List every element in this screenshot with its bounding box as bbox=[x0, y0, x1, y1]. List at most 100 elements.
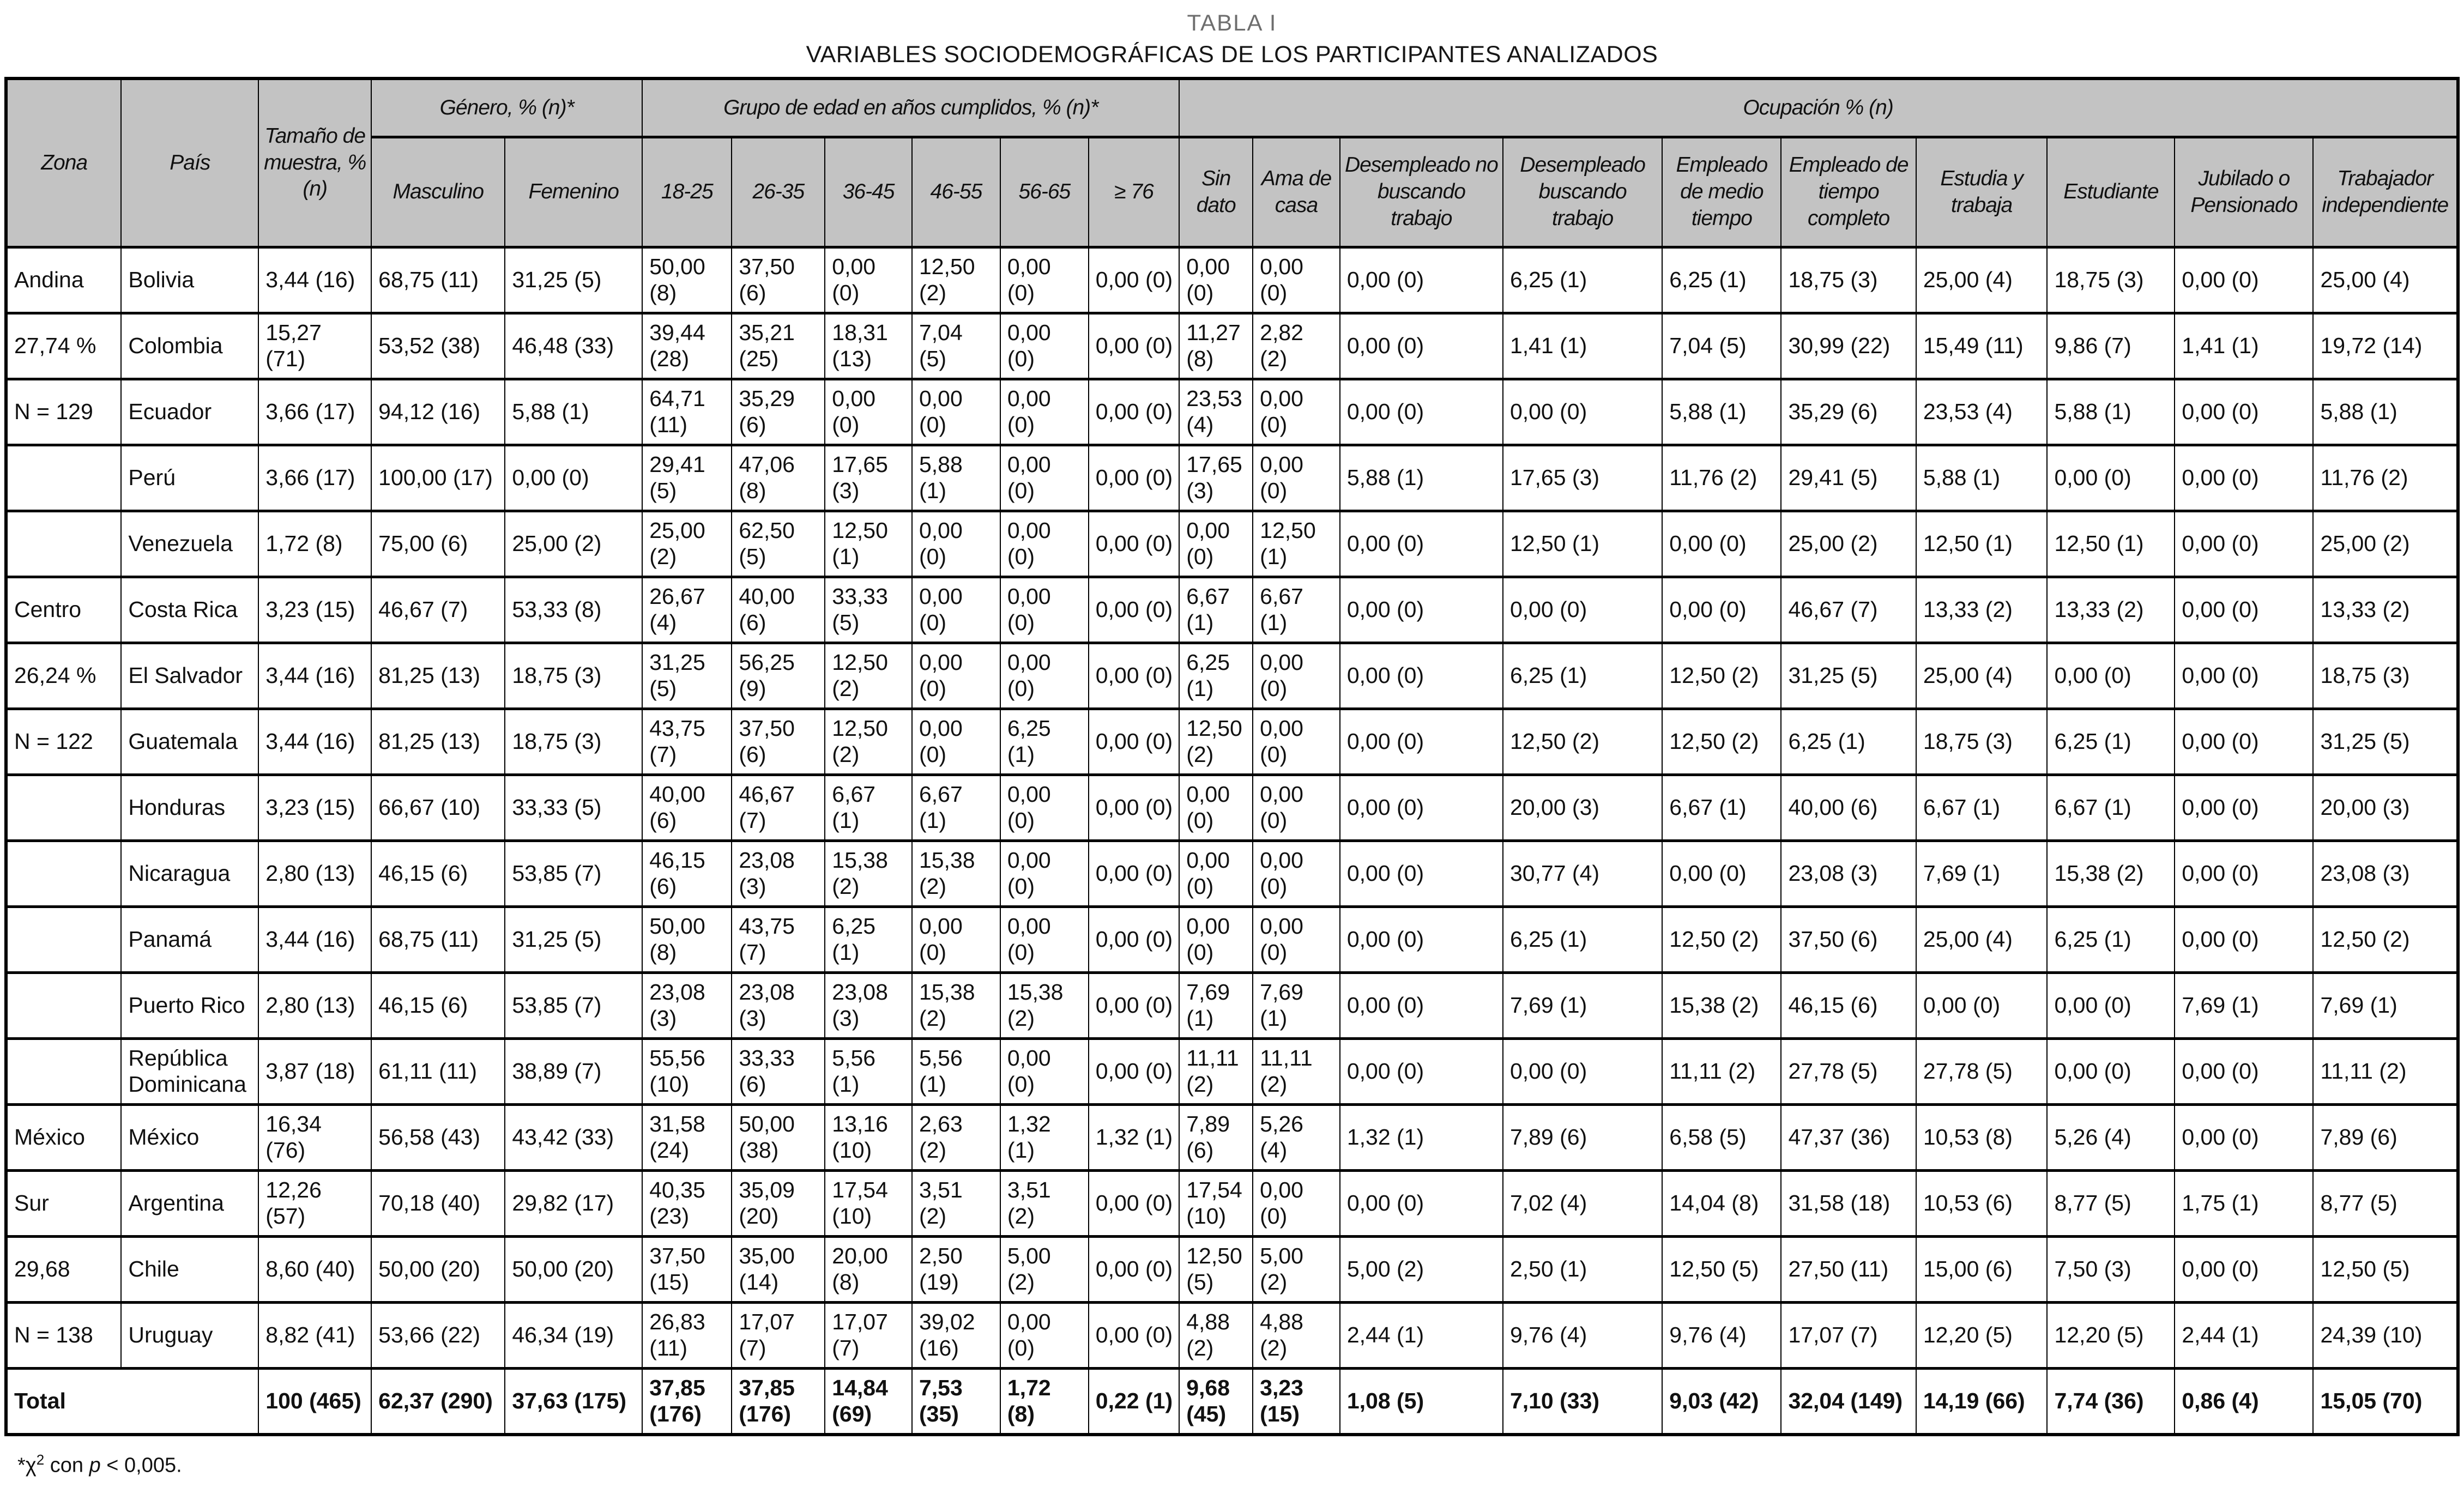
data-cell: 4,88 (2) bbox=[1179, 1301, 1254, 1370]
data-cell: 0,00 (0) bbox=[1502, 1037, 1663, 1106]
data-cell: 10,53 (6) bbox=[1915, 1169, 2048, 1238]
data-cell: 5,00 (2) bbox=[1252, 1235, 1340, 1304]
data-cell: 0,00 (0) bbox=[1339, 510, 1503, 578]
pais-cell: República Dominicana bbox=[120, 1037, 259, 1106]
data-cell: 25,00 (2) bbox=[504, 510, 643, 578]
data-cell: 18,75 (3) bbox=[504, 707, 643, 776]
data-cell: 17,07 (7) bbox=[1780, 1301, 1917, 1370]
data-cell: 20,00 (3) bbox=[1502, 773, 1663, 842]
data-cell: 0,00 (0) bbox=[999, 378, 1089, 446]
data-cell: 62,37 (290) bbox=[371, 1367, 506, 1436]
data-cell: 31,25 (5) bbox=[504, 905, 643, 974]
data-cell: 19,72 (14) bbox=[2312, 312, 2459, 380]
data-cell: 0,00 (0) bbox=[1339, 246, 1503, 314]
column-header: 18-25 bbox=[642, 136, 733, 249]
data-cell: 0,00 (0) bbox=[504, 444, 643, 512]
data-cell: 68,75 (11) bbox=[371, 905, 506, 974]
data-cell: 3,23 (15) bbox=[1252, 1367, 1340, 1436]
data-cell: 3,87 (18) bbox=[258, 1037, 372, 1106]
table-row: Nicaragua 2,80 (13) 46,15 (6) 53,85 (7) 46,1… bbox=[5, 839, 2459, 908]
data-cell: 0,00 (0) bbox=[999, 839, 1089, 908]
data-cell: 26,83 (11) bbox=[642, 1301, 733, 1370]
data-cell: 47,37 (36) bbox=[1780, 1103, 1917, 1172]
data-cell: 9,76 (4) bbox=[1502, 1301, 1663, 1370]
column-header: Jubilado o Pensionado bbox=[2174, 136, 2314, 249]
data-cell: 7,04 (5) bbox=[911, 312, 1001, 380]
data-cell: 0,86 (4) bbox=[2174, 1367, 2314, 1436]
column-group-genero: Género, % (n)* bbox=[371, 77, 643, 138]
data-cell: 13,33 (2) bbox=[2046, 576, 2176, 644]
data-cell: 2,44 (1) bbox=[1339, 1301, 1503, 1370]
data-cell: 7,74 (36) bbox=[2046, 1367, 2176, 1436]
data-cell: 40,00 (6) bbox=[1780, 773, 1917, 842]
zona-cell: N = 129 bbox=[5, 378, 122, 446]
data-cell: 0,00 (0) bbox=[1339, 576, 1503, 644]
data-cell: 7,02 (4) bbox=[1502, 1169, 1663, 1238]
data-cell: 81,25 (13) bbox=[371, 642, 506, 710]
data-cell: 23,08 (3) bbox=[824, 971, 913, 1040]
data-cell: 7,69 (1) bbox=[2174, 971, 2314, 1040]
data-cell: 5,00 (2) bbox=[999, 1235, 1089, 1304]
data-cell: 0,00 (0) bbox=[1339, 312, 1503, 380]
data-cell: 16,34 (76) bbox=[258, 1103, 372, 1172]
data-cell: 15,49 (11) bbox=[1915, 312, 2048, 380]
data-cell: 12,26 (57) bbox=[258, 1169, 372, 1238]
column-header: 36-45 bbox=[824, 136, 913, 249]
data-cell: 46,15 (6) bbox=[371, 971, 506, 1040]
data-cell: 0,00 (0) bbox=[1252, 378, 1340, 446]
data-cell: 12,50 (2) bbox=[2312, 905, 2459, 974]
data-cell: 33,33 (5) bbox=[504, 773, 643, 842]
data-cell: 17,65 (3) bbox=[1502, 444, 1663, 512]
data-cell: 0,00 (0) bbox=[999, 246, 1089, 314]
data-cell: 0,00 (0) bbox=[2174, 773, 2314, 842]
zona-cell: Andina bbox=[5, 246, 122, 314]
data-cell: 5,00 (2) bbox=[1339, 1235, 1503, 1304]
data-cell: 0,00 (0) bbox=[1339, 1037, 1503, 1106]
data-cell: 15,38 (2) bbox=[911, 971, 1001, 1040]
data-cell: 17,65 (3) bbox=[824, 444, 913, 512]
pais-cell: Venezuela bbox=[120, 510, 259, 578]
data-cell: 50,00 (38) bbox=[731, 1103, 826, 1172]
pais-cell: México bbox=[120, 1103, 259, 1172]
data-cell: 64,71 (11) bbox=[642, 378, 733, 446]
pais-cell: Perú bbox=[120, 444, 259, 512]
data-cell: 18,75 (3) bbox=[1780, 246, 1917, 314]
data-cell: 2,80 (13) bbox=[258, 839, 372, 908]
data-cell: 15,27 (71) bbox=[258, 312, 372, 380]
data-cell: 0,00 (0) bbox=[1179, 510, 1254, 578]
pais-cell: Panamá bbox=[120, 905, 259, 974]
data-cell: 53,85 (7) bbox=[504, 839, 643, 908]
data-cell: 50,00 (8) bbox=[642, 905, 733, 974]
data-cell: 11,76 (2) bbox=[2312, 444, 2459, 512]
data-cell: 0,00 (0) bbox=[911, 707, 1001, 776]
data-cell: 0,00 (0) bbox=[1088, 1037, 1180, 1106]
data-cell: 14,84 (69) bbox=[824, 1367, 913, 1436]
data-cell: 0,00 (0) bbox=[1179, 246, 1254, 314]
column-header: Trabajador independiente bbox=[2312, 136, 2459, 249]
subheader-row: Masculino Femenino 18-25 26-35 36-45 46-55 56-… bbox=[6, 136, 2459, 249]
data-cell: 46,67 (7) bbox=[1780, 576, 1917, 644]
data-cell: 6,67 (1) bbox=[824, 773, 913, 842]
zona-cell bbox=[5, 839, 122, 908]
data-cell: 50,00 (20) bbox=[504, 1235, 643, 1304]
data-cell: 0,00 (0) bbox=[1339, 378, 1503, 446]
zona-cell: 26,24 % bbox=[5, 642, 122, 710]
data-cell: 27,50 (11) bbox=[1780, 1235, 1917, 1304]
data-cell: 50,00 (20) bbox=[371, 1235, 506, 1304]
data-cell: 0,00 (0) bbox=[911, 905, 1001, 974]
table-row: Puerto Rico 2,80 (13) 46,15 (6) 53,85 (7) 23… bbox=[5, 971, 2459, 1040]
data-cell: 18,75 (3) bbox=[2312, 642, 2459, 710]
data-cell: 6,67 (1) bbox=[1662, 773, 1782, 842]
data-cell: 31,25 (5) bbox=[1780, 642, 1917, 710]
data-cell: 27,78 (5) bbox=[1915, 1037, 2048, 1106]
data-cell: 2,63 (2) bbox=[911, 1103, 1001, 1172]
data-cell: 0,00 (0) bbox=[1088, 1235, 1180, 1304]
data-cell: 43,42 (33) bbox=[504, 1103, 643, 1172]
data-cell: 6,25 (1) bbox=[1502, 246, 1663, 314]
data-cell: 7,53 (35) bbox=[911, 1367, 1001, 1436]
data-cell: 12,50 (5) bbox=[2312, 1235, 2459, 1304]
data-cell: 5,88 (1) bbox=[1662, 378, 1782, 446]
data-cell: 50,00 (8) bbox=[642, 246, 733, 314]
data-cell: 2,82 (2) bbox=[1252, 312, 1340, 380]
data-cell: 18,75 (3) bbox=[504, 642, 643, 710]
